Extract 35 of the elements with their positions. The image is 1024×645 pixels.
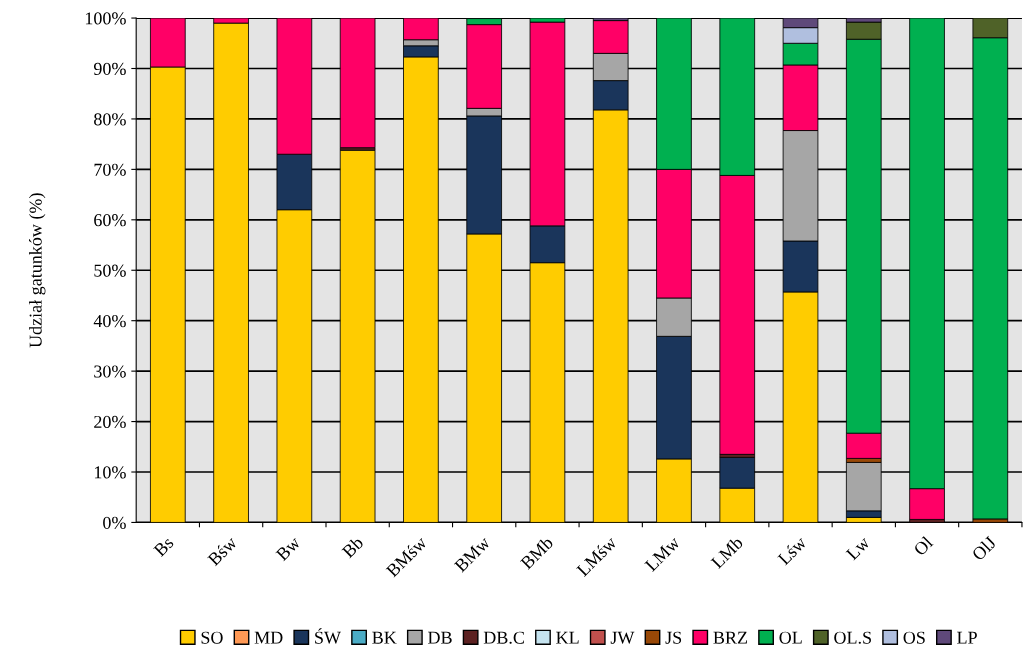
x-tick-label: Lw bbox=[845, 535, 871, 561]
legend-label: JS bbox=[665, 631, 682, 644]
y-tick-label: 70% bbox=[94, 163, 126, 176]
legend-label: SO bbox=[201, 631, 223, 644]
legend-label: OS bbox=[903, 631, 925, 644]
x-tick-label: OlJ bbox=[971, 535, 997, 562]
legend-label: LP bbox=[957, 631, 977, 644]
y-tick-label: 100% bbox=[85, 12, 126, 25]
legend-label: OL.S bbox=[834, 631, 871, 644]
x-tick-label: Bw bbox=[275, 535, 302, 562]
x-tick-label: Bb bbox=[341, 535, 365, 559]
y-tick-label: 30% bbox=[94, 365, 126, 378]
y-tick-label: 50% bbox=[94, 264, 126, 277]
y-tick-label: 10% bbox=[94, 466, 126, 479]
legend-label: MD bbox=[254, 631, 283, 644]
y-tick-label: 40% bbox=[93, 314, 126, 328]
y-tick-label: 60% bbox=[94, 214, 126, 227]
legend-label: OL bbox=[779, 631, 802, 644]
legend-label: ŚW bbox=[315, 628, 341, 644]
legend-label: BK bbox=[372, 631, 397, 644]
y-tick-label: 0% bbox=[103, 516, 126, 529]
y-tick-label: 80% bbox=[94, 113, 126, 126]
y-tick-label: 90% bbox=[93, 62, 126, 75]
legend-label: DB.C bbox=[483, 631, 524, 644]
x-tick-label: Ol bbox=[912, 535, 934, 557]
x-tick-label: Bśw bbox=[206, 535, 238, 567]
x-tick-label: Lśw bbox=[776, 535, 808, 566]
legend-label: DB bbox=[428, 631, 452, 644]
legend-label: JW bbox=[610, 631, 635, 644]
x-tick-label: LMb bbox=[709, 535, 744, 570]
legend-label: BRZ bbox=[713, 631, 748, 644]
legend-label: KL bbox=[556, 631, 579, 644]
y-tick-label: 20% bbox=[94, 415, 126, 429]
y-axis-title: Udział gatunków (%) bbox=[29, 193, 46, 348]
x-tick-label: Bs bbox=[153, 536, 175, 558]
